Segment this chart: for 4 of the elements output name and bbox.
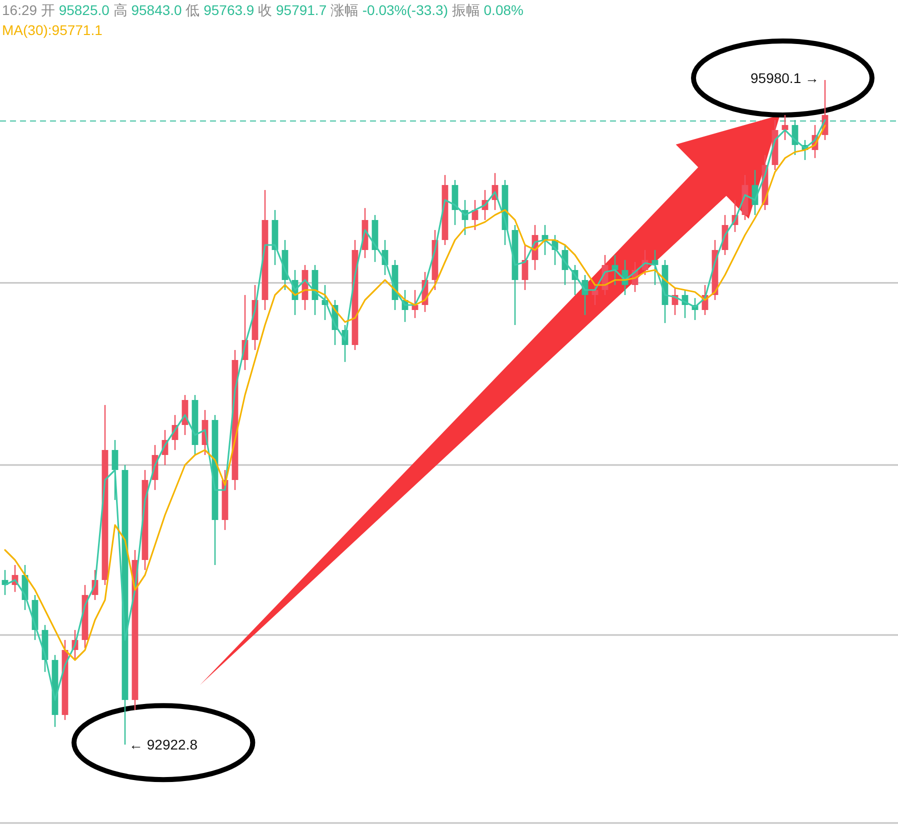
annotation: ← 92922.8 (129, 736, 198, 753)
text: 16:29 开 95825.0 高 95843.0 低 95763.9 收 95791.7 涨幅 -0.03%(-33.3) 振幅 0.08% (2, 2, 524, 18)
text: MA(30):95771.1 (2, 22, 103, 38)
annotation: 95980.1 → (750, 70, 819, 86)
